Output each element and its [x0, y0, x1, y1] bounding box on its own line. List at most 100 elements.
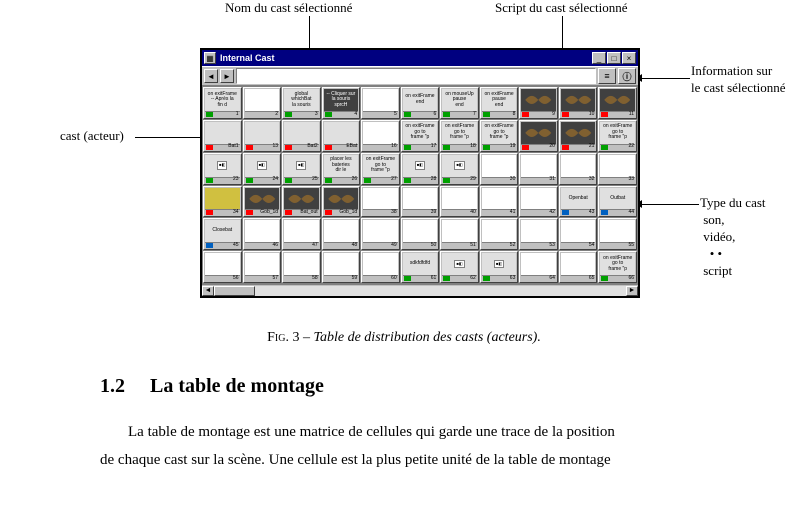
cast-cell[interactable]: 40 [440, 186, 479, 218]
cast-cell[interactable]: 57 [243, 251, 282, 283]
cell-number: 64 [549, 276, 555, 282]
cast-cell[interactable]: 41 [480, 186, 519, 218]
cast-cell[interactable]: 31 [519, 153, 558, 185]
close-button[interactable]: × [622, 52, 636, 64]
cell-footer: 59 [324, 275, 359, 281]
cast-cell[interactable]: 34 [203, 186, 242, 218]
cast-cell[interactable]: ■◧62 [440, 251, 479, 283]
titlebar[interactable]: ▦ Internal Cast _ □ × [202, 50, 638, 66]
cast-cell[interactable]: Closebat45 [203, 218, 242, 250]
cast-cell[interactable]: Gob_1d [243, 186, 282, 218]
cast-cell[interactable]: 53 [519, 218, 558, 250]
cast-cell[interactable]: placer les bateries dir le26 [322, 153, 361, 185]
cast-cell[interactable]: on exitFrame go to frame "p19 [480, 120, 519, 152]
cell-footer: 62 [442, 275, 477, 281]
cast-cell[interactable]: 5 [361, 87, 400, 119]
cast-cell[interactable]: on exitFrame go to frame "p27 [361, 153, 400, 185]
cast-cell[interactable]: on exitFrame go to frame "p18 [440, 120, 479, 152]
cast-cell[interactable]: ■◧29 [440, 153, 479, 185]
cast-cell[interactable]: 16 [361, 120, 400, 152]
cast-cell[interactable]: sdkfdfdfd61 [401, 251, 440, 283]
cast-cell[interactable]: 49 [361, 218, 400, 250]
cast-cell[interactable]: Bat1 [203, 120, 242, 152]
cast-name-field[interactable] [236, 68, 596, 84]
cast-cell[interactable]: 50 [401, 218, 440, 250]
cast-cell[interactable]: global whichBat la souris3 [282, 87, 321, 119]
cast-cell[interactable]: 65 [559, 251, 598, 283]
cast-cell[interactable]: 11 [598, 87, 637, 119]
window-title: Internal Cast [220, 53, 591, 63]
cast-cell[interactable]: 33 [598, 153, 637, 185]
cast-cell[interactable]: ■◧25 [282, 153, 321, 185]
cast-cell[interactable]: ■◧24 [243, 153, 282, 185]
cast-cell[interactable]: 30 [480, 153, 519, 185]
cast-info-button[interactable]: ⓘ [618, 68, 636, 84]
script-type-icon [483, 145, 490, 150]
script-type-icon [325, 112, 332, 117]
cast-cell[interactable]: 38 [361, 186, 400, 218]
cast-cell[interactable]: 47 [282, 218, 321, 250]
cast-cell[interactable]: EBat [322, 120, 361, 152]
cast-cell[interactable]: 13 [243, 120, 282, 152]
cast-cell[interactable]: Gob_1d [322, 186, 361, 218]
sysmenu-icon[interactable]: ▦ [204, 52, 216, 64]
cast-cell[interactable]: 55 [598, 218, 637, 250]
cast-cell[interactable]: 51 [440, 218, 479, 250]
cast-cell[interactable]: on exitFrame go to frame "p66 [598, 251, 637, 283]
cast-thumbnail: ■◧ [245, 155, 280, 177]
cast-cell[interactable]: 58 [282, 251, 321, 283]
bitmap-type-icon [325, 210, 332, 215]
horizontal-scrollbar[interactable]: ◄ ► [202, 284, 638, 296]
cast-cell[interactable]: ■◧63 [480, 251, 519, 283]
script-type-icon [206, 178, 213, 183]
scroll-right-button[interactable]: ► [626, 286, 638, 296]
cast-cell[interactable]: 20 [519, 120, 558, 152]
minimize-button[interactable]: _ [592, 52, 606, 64]
cast-cell[interactable]: 64 [519, 251, 558, 283]
cast-cell[interactable]: 39 [401, 186, 440, 218]
cast-cell[interactable]: on mouseUp pause end7 [440, 87, 479, 119]
prev-cast-button[interactable]: ◄ [204, 69, 218, 83]
cell-number: 39 [431, 210, 437, 216]
cell-number: 1 [236, 112, 239, 118]
script-type-icon [483, 276, 490, 281]
scroll-track[interactable] [214, 286, 626, 296]
cast-cell[interactable]: 32 [559, 153, 598, 185]
scroll-left-button[interactable]: ◄ [202, 286, 214, 296]
cast-cell[interactable]: on exitFrame -- Après la fin d1 [203, 87, 242, 119]
cast-thumbnail [600, 89, 635, 111]
cast-cell[interactable]: on exitFrame go to frame "p17 [401, 120, 440, 152]
cast-cell[interactable]: -- Cliquer sur la souris sprcH4 [322, 87, 361, 119]
cast-cell[interactable]: ■◧23 [203, 153, 242, 185]
cast-cell[interactable]: on exitFrame end6 [401, 87, 440, 119]
cast-cell[interactable]: 60 [361, 251, 400, 283]
cast-cell[interactable]: 9 [519, 87, 558, 119]
cast-cell[interactable]: 2 [243, 87, 282, 119]
text: script [703, 263, 732, 278]
cast-cell[interactable]: Outbat44 [598, 186, 637, 218]
cast-cell[interactable]: 21 [559, 120, 598, 152]
cast-cell[interactable]: 48 [322, 218, 361, 250]
cast-cell[interactable]: 54 [559, 218, 598, 250]
cast-cell[interactable]: 10 [559, 87, 598, 119]
cast-cell[interactable]: on exitFrame pause end8 [480, 87, 519, 119]
cast-cell[interactable]: 56 [203, 251, 242, 283]
cast-grid-scroll[interactable]: on exitFrame -- Après la fin d12global w… [202, 86, 638, 284]
cell-number: 3 [315, 112, 318, 118]
scroll-thumb[interactable] [214, 286, 255, 296]
cast-thumbnail: on exitFrame go to frame "p [363, 155, 398, 177]
cast-thumbnail [284, 188, 319, 210]
maximize-button[interactable]: □ [607, 52, 621, 64]
cast-cell[interactable]: Bat_out [282, 186, 321, 218]
cast-cell[interactable]: ■◧28 [401, 153, 440, 185]
cast-cell[interactable]: 42 [519, 186, 558, 218]
cast-thumbnail [284, 253, 319, 275]
cast-cell[interactable]: 52 [480, 218, 519, 250]
next-cast-button[interactable]: ► [220, 69, 234, 83]
cast-cell[interactable]: 59 [322, 251, 361, 283]
cast-cell[interactable]: Bat2 [282, 120, 321, 152]
cast-script-button[interactable]: ≡ [598, 68, 616, 84]
cast-cell[interactable]: on exitFrame go to frame "p22 [598, 120, 637, 152]
cast-cell[interactable]: 46 [243, 218, 282, 250]
cast-cell[interactable]: Openbat43 [559, 186, 598, 218]
